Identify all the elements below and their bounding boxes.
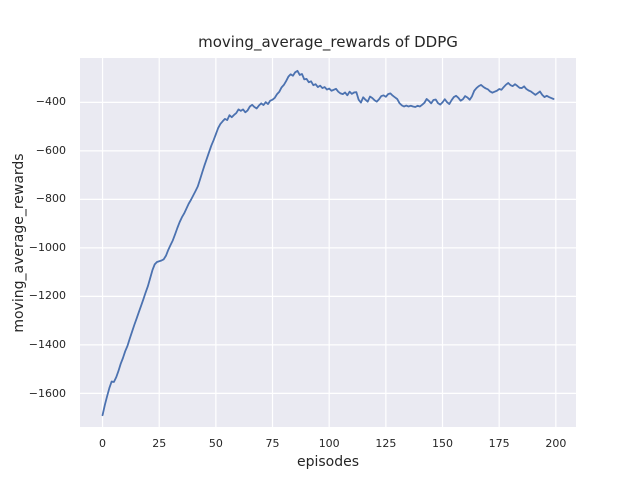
y-tick-label: −1200: [28, 289, 66, 303]
y-tick-label: −600: [35, 143, 66, 157]
x-tick-label: 200: [545, 437, 567, 450]
y-tick-label: −1600: [28, 386, 66, 400]
x-tick-label: 100: [318, 437, 340, 450]
x-tick-label: 0: [99, 437, 107, 450]
x-tick-label: 50: [208, 437, 223, 450]
y-tick-label: −1000: [28, 240, 66, 254]
plot-area: [80, 57, 576, 428]
series-line: [101, 69, 555, 416]
y-tick-label: −1400: [28, 338, 66, 351]
line-chart: [80, 57, 576, 428]
x-tick-label: 75: [265, 437, 280, 450]
x-tick-label: 125: [375, 437, 397, 450]
chart-title: moving_average_rewards of DDPG: [198, 33, 458, 51]
x-tick-label: 150: [432, 437, 453, 450]
y-axis-label: moving_average_rewards: [11, 153, 27, 333]
y-tick-label: −800: [35, 192, 66, 206]
x-axis-label: episodes: [296, 454, 360, 470]
y-tick-label: −400: [35, 95, 66, 109]
x-tick-label: 175: [488, 437, 510, 450]
x-tick-label: 25: [152, 437, 167, 450]
